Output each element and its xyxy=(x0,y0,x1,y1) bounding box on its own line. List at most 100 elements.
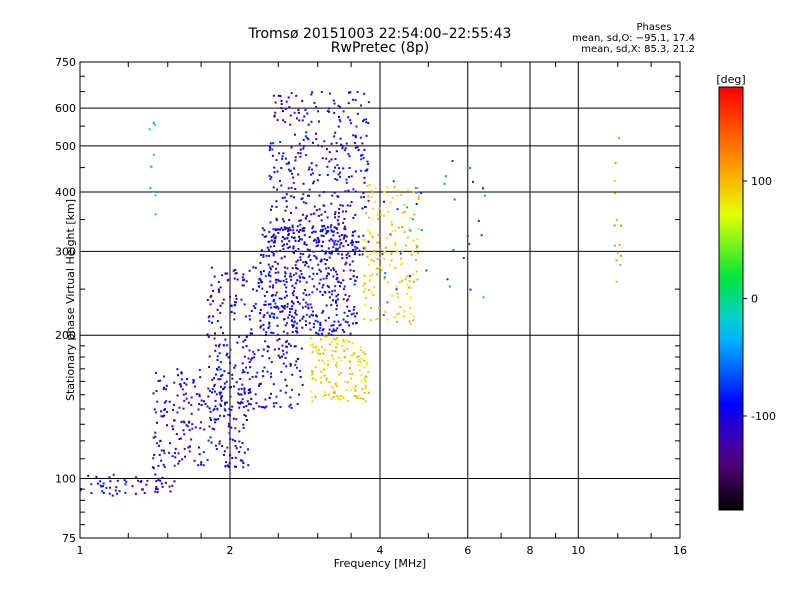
data-point xyxy=(285,280,288,283)
data-point xyxy=(200,399,203,402)
data-point xyxy=(242,462,245,464)
data-point xyxy=(291,224,294,227)
data-point xyxy=(211,391,213,394)
data-point xyxy=(373,249,376,252)
data-point xyxy=(274,306,277,309)
data-point xyxy=(260,249,263,252)
data-point xyxy=(296,357,299,360)
data-point xyxy=(315,245,318,248)
data-point xyxy=(333,392,336,395)
data-point xyxy=(274,302,277,305)
data-point xyxy=(287,316,290,319)
data-point xyxy=(195,393,198,396)
data-point xyxy=(298,142,301,145)
data-point xyxy=(330,252,333,255)
data-point xyxy=(451,160,454,162)
data-point xyxy=(159,440,162,443)
data-point xyxy=(363,365,366,368)
data-point xyxy=(270,375,273,378)
data-point xyxy=(420,229,423,231)
data-point xyxy=(352,231,354,234)
data-point xyxy=(334,285,337,288)
data-point xyxy=(257,349,260,352)
data-point xyxy=(197,408,200,411)
data-point xyxy=(323,374,326,377)
data-point xyxy=(193,385,196,388)
data-point xyxy=(245,345,248,347)
data-point xyxy=(363,282,366,285)
data-point xyxy=(354,213,357,216)
data-point xyxy=(395,288,398,291)
data-point xyxy=(396,208,399,211)
data-point xyxy=(354,170,357,173)
data-point xyxy=(356,396,359,399)
data-point xyxy=(362,120,365,123)
data-point xyxy=(269,275,272,278)
data-point xyxy=(462,257,465,259)
data-point xyxy=(264,300,267,303)
data-point xyxy=(352,322,355,325)
data-point xyxy=(281,244,284,247)
data-point xyxy=(339,120,342,123)
data-point xyxy=(322,191,325,193)
data-point xyxy=(219,378,222,381)
data-point xyxy=(401,262,404,265)
data-point xyxy=(271,205,273,208)
data-point xyxy=(293,345,296,348)
data-point xyxy=(367,122,370,125)
data-point xyxy=(277,307,280,310)
data-point xyxy=(211,321,213,324)
data-point xyxy=(334,131,337,134)
data-point xyxy=(207,335,210,338)
data-point xyxy=(97,482,99,485)
data-point xyxy=(312,239,315,242)
data-point xyxy=(255,402,258,404)
data-point xyxy=(326,109,329,112)
data-point xyxy=(383,250,386,253)
data-point xyxy=(210,419,212,421)
data-point xyxy=(253,353,256,356)
data-point xyxy=(308,322,311,325)
data-point xyxy=(334,216,337,219)
data-point xyxy=(335,247,338,250)
data-point xyxy=(409,286,412,289)
data-point xyxy=(213,383,216,386)
data-point xyxy=(339,137,342,140)
data-point xyxy=(367,195,370,198)
data-point xyxy=(178,383,181,386)
data-point xyxy=(364,206,367,208)
data-point xyxy=(284,275,287,278)
data-point xyxy=(335,308,338,311)
data-point xyxy=(341,257,344,260)
data-point xyxy=(263,294,266,297)
data-point xyxy=(280,227,283,230)
data-point xyxy=(311,395,313,398)
data-point xyxy=(320,376,323,379)
data-point xyxy=(383,278,386,281)
data-point xyxy=(287,246,290,249)
data-point xyxy=(297,240,300,242)
data-point xyxy=(212,315,214,318)
data-point xyxy=(403,210,406,213)
data-point xyxy=(377,233,379,236)
data-point xyxy=(252,407,255,410)
phases-x-stats: mean, sd,X: 85.3, 21.2 xyxy=(581,44,695,55)
data-point xyxy=(289,272,292,275)
data-point xyxy=(332,349,334,352)
data-point xyxy=(154,487,157,490)
data-point xyxy=(377,241,380,244)
data-point xyxy=(338,235,341,238)
data-point xyxy=(297,173,300,176)
data-point xyxy=(317,214,320,217)
data-point xyxy=(360,357,363,360)
data-point xyxy=(399,252,402,255)
data-point xyxy=(260,405,263,408)
data-point xyxy=(269,280,272,283)
data-point xyxy=(226,401,228,404)
data-point xyxy=(226,344,229,347)
data-point xyxy=(309,258,312,261)
data-point xyxy=(303,227,306,229)
data-point xyxy=(332,267,335,270)
data-point xyxy=(312,272,315,275)
data-point xyxy=(395,285,398,288)
